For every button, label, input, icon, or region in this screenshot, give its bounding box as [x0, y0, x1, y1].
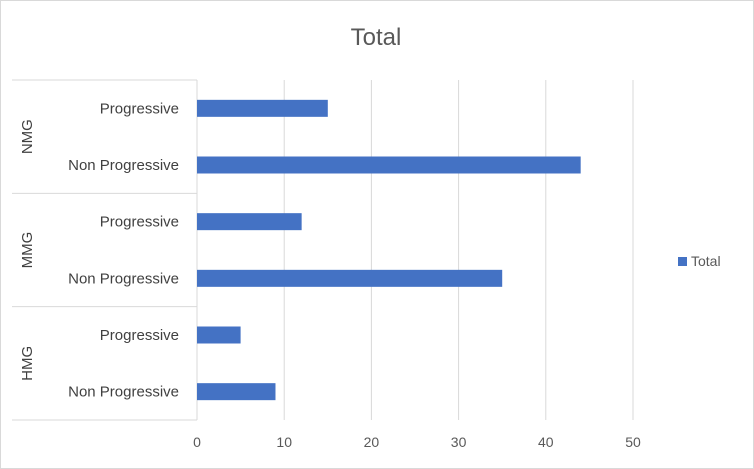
- bar: [197, 213, 302, 231]
- bar: [197, 156, 581, 174]
- x-tick-label: 20: [364, 434, 380, 450]
- x-tick-label: 10: [276, 434, 292, 450]
- x-tick-label: 50: [625, 434, 641, 450]
- bar: [197, 383, 276, 401]
- legend: Total: [678, 253, 721, 269]
- group-label: NMG: [19, 119, 36, 154]
- category-label: Non Progressive: [68, 157, 179, 174]
- category-label: Progressive: [100, 214, 179, 231]
- x-tick-label: 0: [193, 434, 201, 450]
- bar: [197, 99, 328, 117]
- x-tick-label: 40: [538, 434, 554, 450]
- bar: [197, 326, 241, 344]
- group-label: MMG: [19, 232, 36, 269]
- category-axis: NMG Progressive Non Progressive MMG Progress…: [12, 79, 198, 421]
- category-label: Non Progressive: [68, 270, 179, 287]
- x-tick-label: 30: [451, 434, 467, 450]
- legend-swatch: [678, 257, 687, 266]
- category-label: Progressive: [100, 100, 179, 117]
- bars: [197, 99, 581, 401]
- legend-label: Total: [691, 253, 721, 269]
- group-label: HMG: [19, 346, 36, 381]
- value-axis-ticks: 0 10 20 30 40 50: [193, 434, 641, 450]
- chart-title: Total: [351, 24, 402, 51]
- category-label: Non Progressive: [68, 384, 179, 401]
- bar: [197, 269, 503, 287]
- category-label: Progressive: [100, 327, 179, 344]
